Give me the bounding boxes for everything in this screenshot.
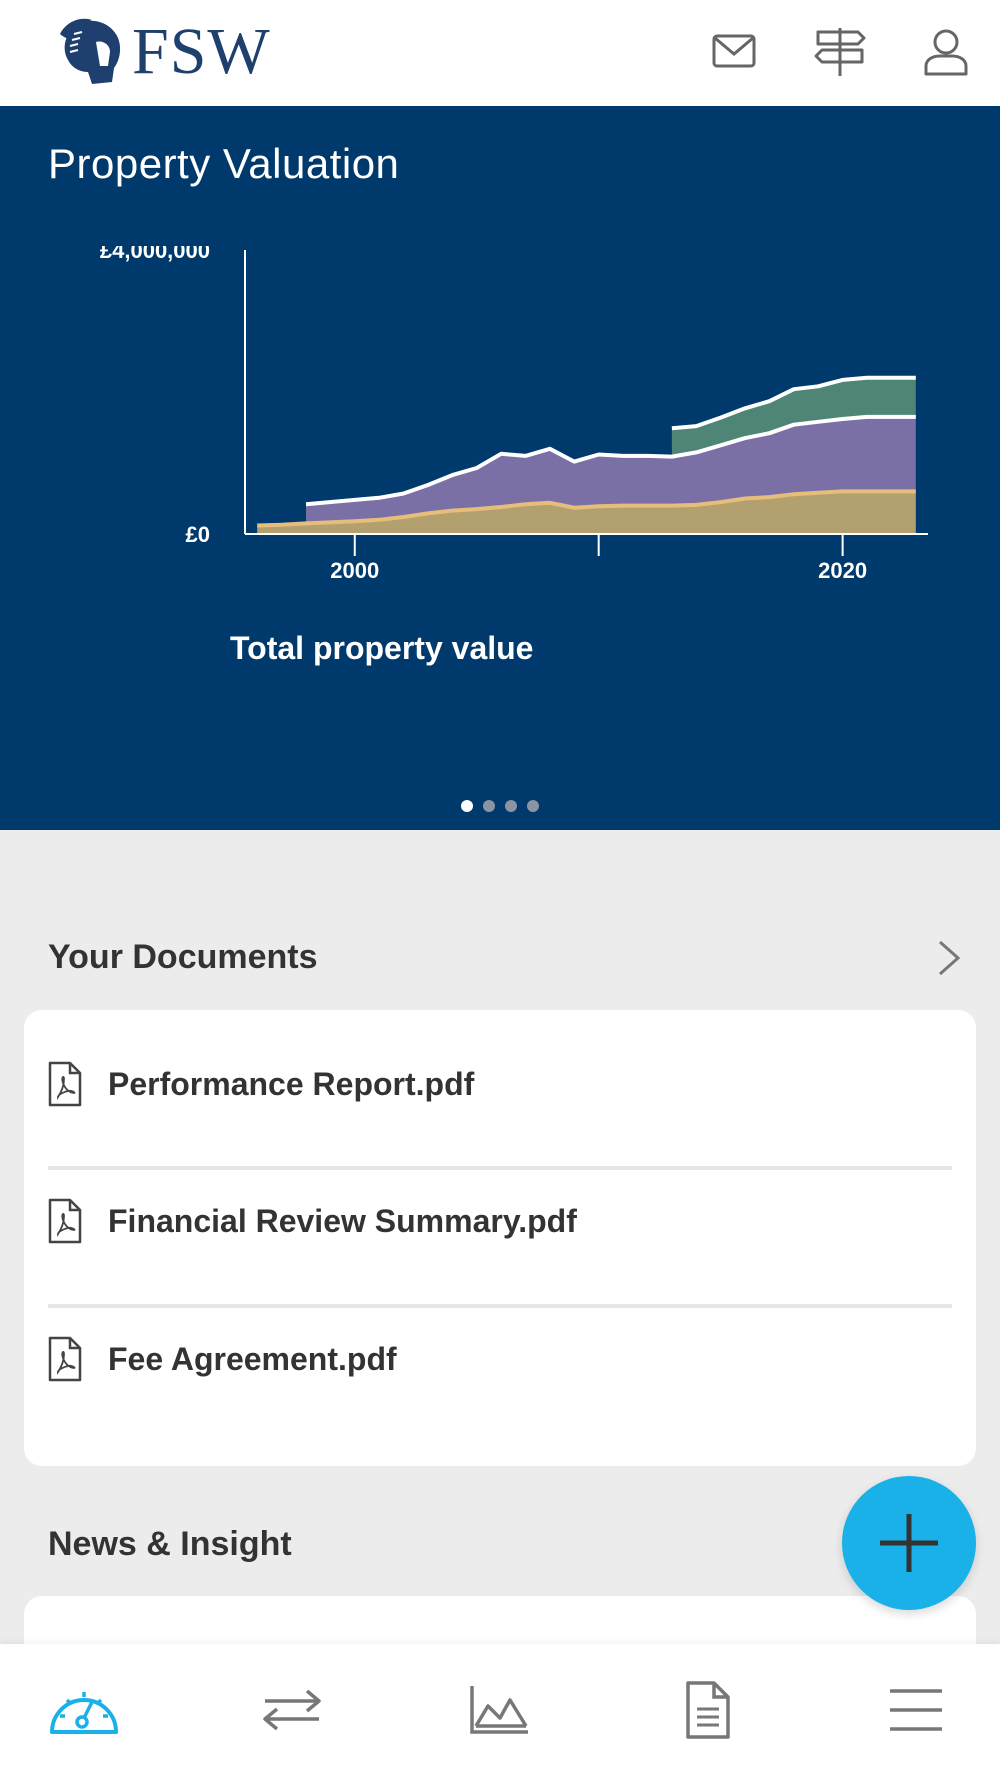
chart-caption: Total property value <box>230 630 534 666</box>
chart-svg: £4,000,000 £0 2000 2020 <box>100 246 928 583</box>
pdf-file-icon <box>48 1336 82 1382</box>
carousel-dot[interactable] <box>461 800 473 812</box>
nav-menu[interactable] <box>880 1678 952 1742</box>
documents-card: Performance Report.pdf Financial Review … <box>24 1010 976 1466</box>
spartan-helmet-icon <box>60 18 121 84</box>
pdf-file-icon <box>48 1198 82 1244</box>
chevron-right-icon[interactable] <box>934 938 964 978</box>
area-chart-icon <box>470 1686 528 1734</box>
divider <box>48 1166 952 1170</box>
user-icon[interactable] <box>920 26 972 78</box>
nav-performance[interactable] <box>464 1678 536 1742</box>
add-button[interactable] <box>842 1476 976 1610</box>
mail-icon[interactable] <box>708 26 760 78</box>
area-series-line <box>305 414 916 507</box>
area-series <box>671 377 916 457</box>
carousel-dot[interactable] <box>483 800 495 812</box>
pdf-file-icon <box>48 1061 82 1107</box>
x-tick-label: 2000 <box>330 558 379 583</box>
carousel-dots[interactable] <box>0 800 1000 812</box>
menu-icon <box>890 1689 942 1731</box>
documents-section-title: Your Documents <box>48 938 318 976</box>
nav-transfers[interactable] <box>256 1678 328 1742</box>
x-tick-label: 2020 <box>818 558 867 583</box>
logo-wordmark: FSW <box>132 15 271 88</box>
document-name: Financial Review Summary.pdf <box>108 1202 577 1239</box>
carousel-dot[interactable] <box>505 800 517 812</box>
document-name: Performance Report.pdf <box>108 1065 475 1102</box>
document-item[interactable]: Fee Agreement.pdf <box>48 1291 952 1427</box>
document-name: Fee Agreement.pdf <box>108 1340 397 1377</box>
app-header: FSW <box>0 0 1000 106</box>
nav-documents[interactable] <box>672 1678 744 1742</box>
document-item[interactable]: Financial Review Summary.pdf <box>48 1153 952 1289</box>
y-tick-label: £4,000,000 <box>100 246 210 263</box>
property-value-chart: £4,000,000 £0 2000 2020 <box>0 246 1000 626</box>
property-valuation-panel[interactable]: Property Valuation £4,000,000 £0 2000 2020 … <box>0 106 1000 830</box>
document-icon <box>686 1681 730 1739</box>
dashboard-gauge-icon <box>50 1692 118 1734</box>
fsw-logo[interactable]: FSW <box>52 14 271 90</box>
y-tick-label: £0 <box>186 522 210 547</box>
transfer-arrows-icon <box>263 1689 321 1731</box>
nav-dashboard[interactable] <box>48 1678 120 1742</box>
divider <box>48 1304 952 1308</box>
area-series <box>257 491 916 534</box>
area-series-line <box>257 489 916 528</box>
area-series-line <box>671 375 916 431</box>
document-item[interactable]: Performance Report.pdf <box>48 1016 952 1152</box>
bottom-navigation <box>0 1644 1000 1778</box>
news-section-title: News & Insight <box>48 1525 292 1563</box>
signpost-icon[interactable] <box>814 26 866 78</box>
panel-title: Property Valuation <box>48 140 400 187</box>
plus-icon <box>880 1514 938 1572</box>
carousel-dot[interactable] <box>527 800 539 812</box>
